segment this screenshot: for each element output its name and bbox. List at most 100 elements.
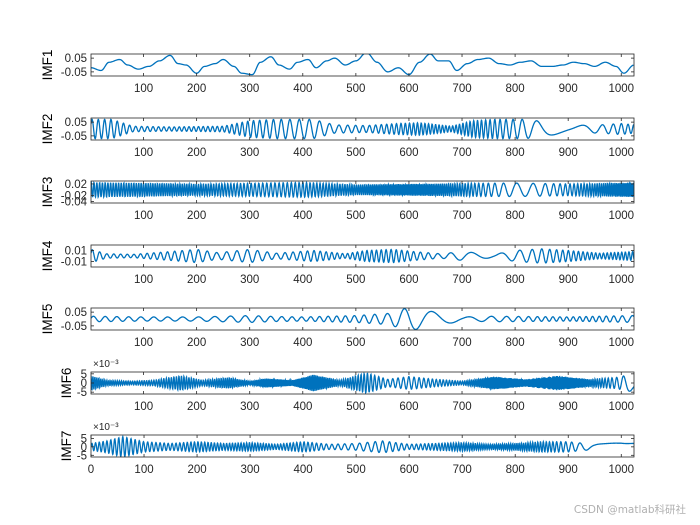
x-tick-label: 300 (240, 210, 259, 222)
subplot-imf6: 100 200 300 400 500 600 700 800 900 1000 -505 IMF6 ×… (59, 359, 635, 413)
x-tick-label: 600 (399, 210, 418, 222)
series-line-imf6 (91, 372, 634, 394)
x-tick-label: 400 (293, 147, 312, 159)
x-tick-label: 400 (293, 83, 312, 95)
series-line-imf1 (91, 54, 634, 76)
subplot-imf7: 0 100 200 300 400 500 600 700 800 900 1000-505IMF7… (59, 422, 635, 476)
y-axis-label: IMF4 (40, 240, 55, 271)
series-line-imf2 (91, 118, 634, 140)
x-tick-label: 1000 (608, 337, 634, 349)
x-tick-label: 200 (187, 274, 206, 286)
x-tick-label: 1000 (608, 401, 634, 413)
x-tick-label: 500 (346, 401, 365, 413)
x-tick-label: 100 (134, 401, 153, 413)
x-tick-label: 600 (399, 274, 418, 286)
x-tick-label: 900 (559, 274, 578, 286)
x-tick-label: 200 (187, 464, 206, 476)
x-tick-label: 100 (134, 83, 153, 95)
y-tick-label: -0.04 (61, 197, 88, 209)
x-tick-label: 300 (240, 464, 259, 476)
x-tick-label: 500 (346, 274, 365, 286)
y-tick-label: 0.02 (65, 179, 87, 191)
y-axis-label: IMF1 (40, 50, 55, 81)
x-tick-label: 500 (346, 337, 365, 349)
y-exponent-label: ×10⁻³ (93, 422, 119, 433)
series-line-imf7 (91, 435, 634, 457)
x-tick-label: 200 (187, 83, 206, 95)
subplot-imf3: 100 200 300 400 500 600 700 800 900 1000 -0.04-0.0… (40, 177, 635, 222)
x-tick-label: 300 (240, 337, 259, 349)
x-tick-label: 800 (506, 83, 525, 95)
y-tick-label: -0.02 (61, 191, 87, 203)
x-tick-label: 700 (452, 147, 471, 159)
subplot-imf4: 100 200 300 400 500 600 700 800 900 1000 -0.010.01… (40, 240, 635, 286)
x-tick-label: 800 (506, 464, 525, 476)
x-tick-label: 100 (134, 464, 153, 476)
x-tick-label: 600 (399, 337, 418, 349)
y-tick-label: -5 (77, 387, 87, 399)
x-tick-label: 100 (134, 337, 153, 349)
x-tick-label: 500 (346, 83, 365, 95)
x-tick-label: 400 (294, 464, 313, 476)
x-tick-label: 900 (559, 83, 578, 95)
x-tick-label: 800 (506, 274, 525, 286)
y-axis-label: IMF2 (40, 114, 55, 145)
x-tick-label: 900 (559, 337, 578, 349)
y-tick-label: -5 (77, 450, 87, 462)
x-tick-label: 600 (399, 147, 418, 159)
x-tick-label: 1000 (608, 210, 634, 222)
x-tick-label: 100 (134, 147, 153, 159)
y-axis-label: IMF5 (40, 304, 55, 335)
x-tick-label: 800 (506, 337, 525, 349)
x-tick-label: 200 (187, 210, 206, 222)
x-tick-label: 100 (134, 210, 153, 222)
x-tick-label: 200 (187, 337, 206, 349)
axes-box (90, 434, 635, 458)
x-tick-label: 400 (293, 401, 312, 413)
x-tick-label: 700 (452, 401, 471, 413)
axes-box (90, 117, 635, 141)
x-tick-label: 700 (452, 274, 471, 286)
x-tick-label: 400 (293, 210, 312, 222)
x-tick-label: 400 (293, 274, 312, 286)
x-tick-label: 700 (452, 337, 471, 349)
axes-box (90, 53, 635, 77)
subplot-imf2: 100 200 300 400 500 600 700 800 900 1000 -0.05 0.05… (40, 114, 635, 159)
y-tick-label: 0.05 (65, 307, 87, 319)
x-tick-label: 300 (240, 83, 259, 95)
y-tick-label: -0.05 (61, 131, 87, 143)
x-tick-label: 700 (452, 210, 471, 222)
x-tick-label: 700 (453, 464, 472, 476)
y-tick-label: 0.01 (65, 246, 87, 258)
x-tick-label: 1000 (608, 83, 634, 95)
x-tick-label: 700 (452, 83, 471, 95)
axes-box (90, 307, 635, 331)
x-tick-label: 1000 (608, 274, 634, 286)
x-tick-label: 500 (346, 210, 365, 222)
x-tick-label: 0 (88, 464, 94, 476)
series-line-imf4 (91, 248, 634, 264)
y-axis-label: IMF3 (40, 177, 55, 208)
x-tick-label: 800 (506, 210, 525, 222)
x-tick-label: 300 (240, 147, 259, 159)
series-line-imf3 (91, 181, 634, 200)
x-tick-label: 200 (187, 401, 206, 413)
x-tick-label: 400 (293, 337, 312, 349)
y-tick-label: 0.05 (65, 117, 87, 129)
y-axis-label: IMF7 (59, 431, 74, 462)
x-tick-label: 900 (559, 464, 578, 476)
y-tick-label: 0.05 (65, 53, 87, 65)
y-tick-label: 0 (81, 378, 87, 390)
y-tick-label: 5 (81, 369, 87, 381)
x-tick-label: 600 (399, 83, 418, 95)
x-tick-label: 500 (347, 464, 366, 476)
x-tick-label: 1000 (608, 464, 634, 476)
y-tick-label: -0.05 (61, 321, 87, 333)
x-tick-label: 1000 (608, 147, 634, 159)
series-line-imf5 (91, 308, 634, 330)
axes-box (90, 180, 635, 204)
x-tick-label: 100 (134, 274, 153, 286)
watermark-text: CSDN @matlab科研社 (573, 504, 686, 516)
y-axis-label: IMF6 (59, 368, 74, 399)
